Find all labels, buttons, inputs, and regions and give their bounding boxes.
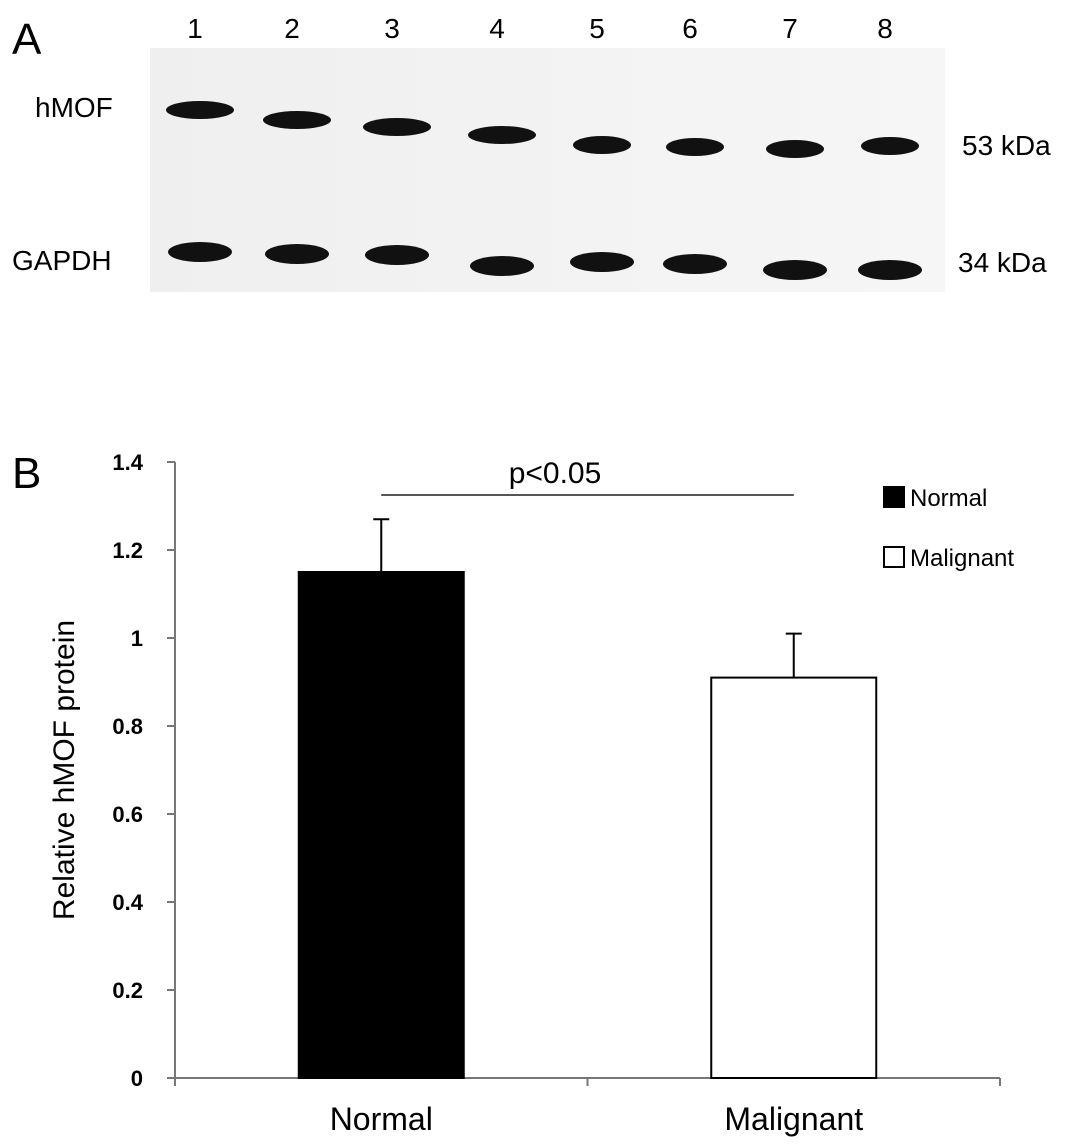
y-tick-label: 1.2 [112,538,143,563]
size-label: 53 kDa [962,130,1051,161]
legend-label: Normal [910,485,987,512]
legend-label: Malignant [910,545,1014,572]
lane-number: 8 [877,13,893,44]
lane-number: 5 [589,13,605,44]
blot-band [365,245,429,265]
legend-swatch [883,486,905,508]
blot-band [663,254,727,274]
blot-band [166,101,234,119]
y-tick-label: 1 [131,626,143,651]
blot-band [468,126,536,144]
row-label: hMOF [35,92,113,123]
blot-band [861,137,919,155]
y-tick-label: 0.2 [112,978,143,1003]
blot-band [263,111,331,129]
blot-band [265,244,329,264]
bar [710,676,878,1079]
blot-band [763,260,827,280]
blot-band [573,136,631,154]
error-bar [785,632,802,678]
significance-label: p<0.05 [509,457,602,490]
panel-label: A [12,15,42,64]
blot-band [168,242,232,262]
error-bar [373,518,390,572]
y-tick-label: 0.6 [112,802,143,827]
y-axis-label: Relative hMOF protein [48,620,81,920]
blot-band [858,260,922,280]
x-tick-label: Malignant [724,1101,863,1137]
y-tick-label: 1.4 [112,450,143,475]
bar [297,571,465,1079]
blot-band [570,252,634,272]
panel-label: B [12,449,41,498]
blot-band [363,118,431,136]
lane-number: 6 [682,13,698,44]
y-tick-label: 0.8 [112,714,143,739]
blot-band [766,140,824,158]
blot-band [666,138,724,156]
blot-band [470,256,534,276]
y-tick-label: 0 [131,1066,143,1091]
y-tick-label: 0.4 [112,890,143,915]
row-label: GAPDH [12,245,112,276]
lane-number: 4 [489,13,505,44]
lane-number: 2 [284,13,300,44]
x-tick-label: Normal [330,1101,433,1137]
size-label: 34 kDa [958,247,1047,278]
lane-number: 3 [384,13,400,44]
legend-swatch [883,546,905,568]
lane-number: 7 [782,13,798,44]
lane-number: 1 [187,13,203,44]
